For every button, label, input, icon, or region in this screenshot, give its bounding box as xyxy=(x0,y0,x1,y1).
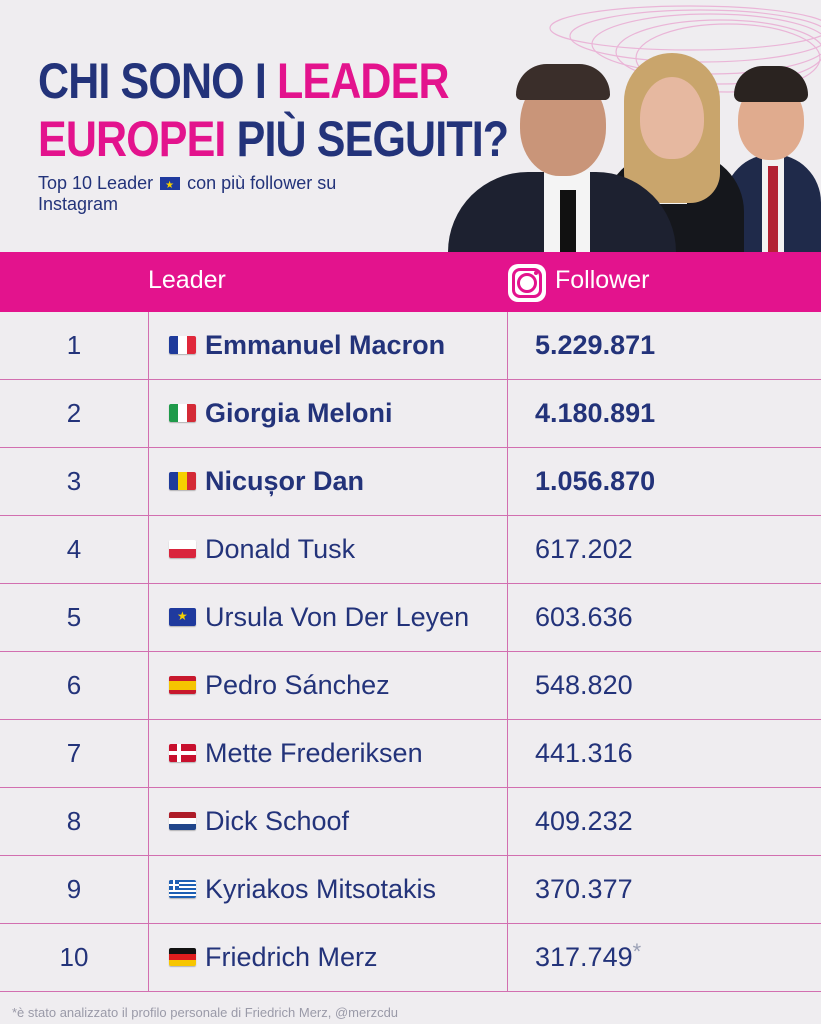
france-flag-icon xyxy=(169,336,196,354)
table-row: 4 Donald Tusk 617.202 xyxy=(0,516,821,584)
poland-flag-icon xyxy=(169,540,196,558)
leader-name: Ursula Von Der Leyen xyxy=(205,602,470,632)
leader-name: Nicușor Dan xyxy=(205,466,365,496)
leader-cell: Kyriakos Mitsotakis xyxy=(148,856,508,923)
rank-number: 1 xyxy=(66,330,82,360)
eu-flag-icon: ★ xyxy=(169,608,196,626)
rank-number: 2 xyxy=(66,398,82,428)
leader-cell: Pedro Sánchez xyxy=(148,652,508,719)
portrait-left xyxy=(448,52,678,252)
follower-count: 603.636 xyxy=(535,602,633,632)
leader-name: Emmanuel Macron xyxy=(205,330,446,360)
rank-number: 9 xyxy=(66,874,82,904)
leader-cell: Giorgia Meloni xyxy=(148,380,508,447)
title-line1: CHI SONO I LEADER xyxy=(38,53,450,109)
follower-count: 4.180.891 xyxy=(535,398,656,428)
leader-name: Friedrich Merz xyxy=(205,942,378,972)
table-header: Leader Follower xyxy=(0,252,821,312)
rank-number: 5 xyxy=(66,602,82,632)
footnote: *è stato analizzato il profilo personale… xyxy=(12,1005,399,1020)
table-row: 1 Emmanuel Macron 5.229.871 xyxy=(0,312,821,380)
leader-portraits xyxy=(448,40,821,252)
follower-count: 370.377 xyxy=(535,874,633,904)
netherlands-flag-icon xyxy=(169,812,196,830)
leader-name: Kyriakos Mitsotakis xyxy=(205,874,437,904)
rank-number: 10 xyxy=(59,942,89,972)
leader-cell: Mette Frederiksen xyxy=(148,720,508,787)
table-row: 6 Pedro Sánchez 548.820 xyxy=(0,652,821,720)
spain-flag-icon xyxy=(169,676,196,694)
ranking-table: 1 Emmanuel Macron 5.229.871 2 Giorgia Meloni… xyxy=(0,312,821,992)
greece-flag-icon xyxy=(169,880,196,898)
leader-name: Pedro Sánchez xyxy=(205,670,390,700)
leader-cell: Donald Tusk xyxy=(148,516,508,583)
title-line2: EUROPEI PIÙ SEGUITI? xyxy=(38,111,509,167)
italy-flag-icon xyxy=(169,404,196,422)
rank-number: 7 xyxy=(66,738,82,768)
table-row: 8 Dick Schoof 409.232 xyxy=(0,788,821,856)
leader-cell: Dick Schoof xyxy=(148,788,508,855)
denmark-flag-icon xyxy=(169,744,196,762)
follower-count: 5.229.871 xyxy=(535,330,656,360)
romania-flag-icon xyxy=(169,472,196,490)
leader-cell: ★ Ursula Von Der Leyen xyxy=(148,584,508,651)
follower-count: 548.820 xyxy=(535,670,633,700)
table-row: 7 Mette Frederiksen 441.316 xyxy=(0,720,821,788)
leader-cell: Emmanuel Macron xyxy=(148,312,508,379)
eu-flag-icon xyxy=(160,175,181,196)
footnote-marker: * xyxy=(632,939,642,964)
decorative-swirl xyxy=(549,5,821,93)
follower-count: 1.056.870 xyxy=(535,466,656,496)
germany-flag-icon xyxy=(169,948,196,966)
follower-count: 409.232 xyxy=(535,806,633,836)
leader-name: Mette Frederiksen xyxy=(205,738,423,768)
table-row: 2 Giorgia Meloni 4.180.891 xyxy=(0,380,821,448)
page-title: CHI SONO I LEADER EUROPEI PIÙ SEGUITI? xyxy=(38,52,509,168)
leader-cell: Friedrich Merz xyxy=(148,924,508,991)
follower-count: 317.749* xyxy=(535,939,642,972)
rank-number: 4 xyxy=(66,534,82,564)
subtitle: Top 10 Leader con più follower su Instag… xyxy=(38,173,338,215)
instagram-icon xyxy=(508,264,546,302)
follower-count: 441.316 xyxy=(535,738,633,768)
follower-count: 617.202 xyxy=(535,534,633,564)
leader-cell: Nicușor Dan xyxy=(148,448,508,515)
rank-number: 3 xyxy=(66,466,82,496)
column-header-leader: Leader xyxy=(148,266,226,294)
leader-name: Donald Tusk xyxy=(205,534,356,564)
leader-name: Giorgia Meloni xyxy=(205,398,393,428)
table-row: 5 ★ Ursula Von Der Leyen 603.636 xyxy=(0,584,821,652)
leader-name: Dick Schoof xyxy=(205,806,350,836)
rank-number: 6 xyxy=(66,670,82,700)
table-row: 10 Friedrich Merz 317.749* xyxy=(0,924,821,992)
table-row: 9 Kyriakos Mitsotakis 370.377 xyxy=(0,856,821,924)
rank-number: 8 xyxy=(66,806,82,836)
column-header-follower: Follower xyxy=(555,266,650,294)
table-row: 3 Nicușor Dan 1.056.870 xyxy=(0,448,821,516)
